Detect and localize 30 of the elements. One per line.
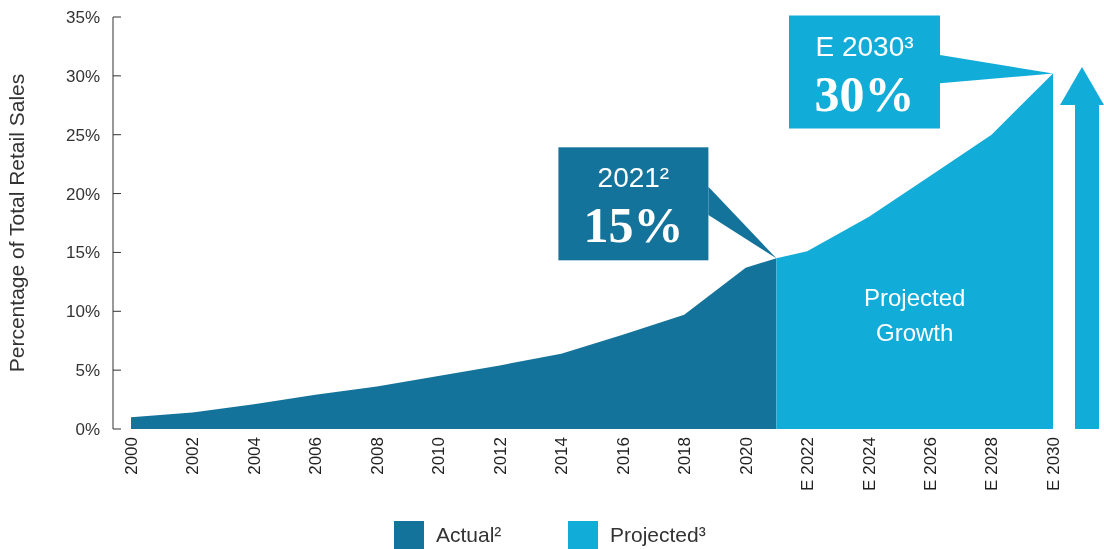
annotation: Projected Growth — [864, 284, 966, 346]
legend-label: Projected³ — [610, 523, 706, 547]
x-tick-label: E 2022 — [798, 437, 818, 491]
legend-label: Actual² — [436, 523, 502, 547]
y-tick-label: 35% — [65, 7, 100, 27]
x-tick-label: 2018 — [675, 437, 695, 475]
y-tick-label: 5% — [75, 361, 100, 381]
y-tick-label: 15% — [65, 243, 100, 263]
x-tick-label: E 2026 — [921, 437, 941, 491]
x-tick-label: 2016 — [613, 437, 633, 475]
x-tick-label: 2006 — [306, 437, 326, 475]
x-tick-label: E 2024 — [859, 437, 879, 491]
annotation: 2021² 15% — [583, 162, 684, 254]
y-tick-label: 20% — [65, 184, 100, 204]
y-axis-title: Percentage of Total Retail Sales — [5, 73, 28, 373]
x-tick-label: 2008 — [367, 437, 387, 475]
x-tick-label: E 2028 — [982, 437, 1002, 491]
x-tick-label: 2004 — [244, 437, 264, 475]
x-tick-label: 2002 — [183, 437, 203, 475]
annotation: E 2030³ 30% — [814, 30, 915, 122]
y-tick-label: 25% — [65, 125, 100, 145]
x-tick-label: 2020 — [736, 437, 756, 475]
x-tick-label: 2000 — [121, 437, 141, 475]
y-tick-label: 0% — [75, 419, 100, 439]
x-tick-label: 2012 — [490, 437, 510, 475]
x-tick-label: E 2030 — [1043, 437, 1063, 491]
y-tick-label: 30% — [65, 66, 100, 86]
x-tick-label: 2010 — [429, 437, 449, 475]
x-tick-label: 2014 — [552, 437, 572, 475]
y-tick-label: 10% — [65, 302, 100, 322]
